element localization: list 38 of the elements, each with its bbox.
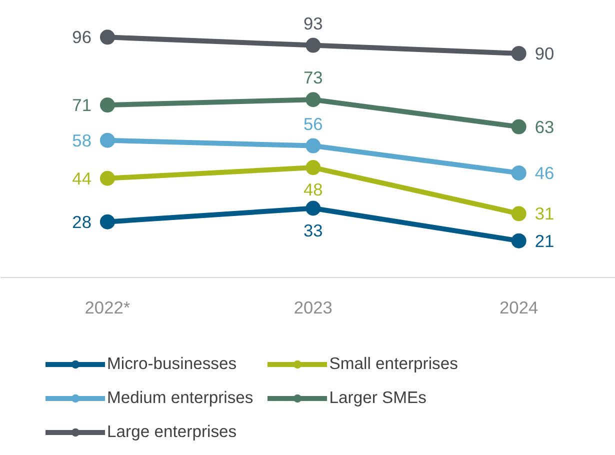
legend-label: Larger SMEs xyxy=(329,388,426,408)
data-label: 46 xyxy=(534,162,554,183)
data-label: 44 xyxy=(72,168,92,188)
data-label: 31 xyxy=(534,204,554,224)
point xyxy=(511,46,526,61)
point xyxy=(100,98,115,113)
data-label: 33 xyxy=(304,220,323,240)
data-label: 73 xyxy=(304,68,323,88)
point xyxy=(100,132,115,148)
legend-label: Small enterprises xyxy=(329,354,458,374)
point xyxy=(306,200,321,216)
point xyxy=(511,206,526,222)
x-tick-label: 2023 xyxy=(294,298,332,318)
x-tick-label: 2022* xyxy=(84,298,130,318)
point xyxy=(306,138,321,154)
data-label: 56 xyxy=(304,114,323,134)
point xyxy=(100,30,115,45)
data-label: 48 xyxy=(304,180,323,200)
legend-label: Medium enterprises xyxy=(107,388,254,408)
x-tick-label: 2024 xyxy=(500,298,538,318)
point xyxy=(100,170,115,186)
legend-label: Micro-businesses xyxy=(107,354,237,374)
data-label: 63 xyxy=(534,116,554,137)
point xyxy=(100,214,115,230)
data-label: 28 xyxy=(72,212,92,232)
data-label: 96 xyxy=(72,27,92,48)
data-label: 58 xyxy=(72,130,92,150)
data-label: 90 xyxy=(534,43,554,64)
data-label: 71 xyxy=(72,95,92,116)
point xyxy=(511,119,526,134)
point xyxy=(511,233,526,248)
legend-label: Large enterprises xyxy=(107,422,237,442)
point xyxy=(306,38,321,53)
data-label: 93 xyxy=(304,13,323,34)
point xyxy=(306,160,321,175)
point xyxy=(511,165,526,180)
data-label: 21 xyxy=(534,230,554,251)
point xyxy=(306,92,321,108)
